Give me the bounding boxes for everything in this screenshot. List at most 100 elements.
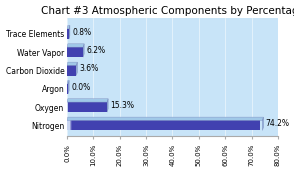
Bar bbox=[67, 65, 69, 76]
Bar bbox=[67, 84, 68, 94]
Bar bbox=[67, 84, 68, 94]
Bar bbox=[67, 47, 76, 57]
Bar bbox=[71, 120, 172, 131]
Bar bbox=[70, 120, 101, 131]
Polygon shape bbox=[83, 44, 84, 57]
Bar bbox=[68, 102, 95, 112]
Bar bbox=[67, 47, 68, 57]
Bar bbox=[67, 29, 68, 39]
Bar bbox=[67, 29, 68, 39]
Bar bbox=[67, 84, 68, 94]
Bar bbox=[67, 65, 71, 76]
Bar bbox=[68, 102, 69, 112]
Bar bbox=[67, 29, 68, 39]
Bar bbox=[68, 102, 87, 112]
Bar bbox=[68, 47, 83, 57]
Bar bbox=[68, 102, 106, 112]
Bar bbox=[67, 65, 74, 76]
Bar bbox=[71, 120, 143, 131]
Bar bbox=[72, 120, 240, 131]
Bar bbox=[72, 120, 233, 131]
Bar bbox=[67, 65, 71, 76]
Bar bbox=[67, 47, 73, 57]
Bar bbox=[67, 84, 68, 94]
Bar bbox=[68, 102, 86, 112]
Bar bbox=[71, 120, 155, 131]
Bar bbox=[71, 120, 167, 131]
Bar bbox=[71, 120, 180, 131]
Bar bbox=[68, 102, 92, 112]
Bar bbox=[67, 29, 68, 39]
Bar bbox=[67, 29, 68, 39]
Bar bbox=[67, 84, 68, 94]
Text: 0.8%: 0.8% bbox=[72, 28, 91, 37]
Bar bbox=[68, 102, 80, 112]
Bar bbox=[67, 29, 68, 39]
Bar bbox=[67, 29, 69, 39]
Polygon shape bbox=[67, 117, 263, 120]
Bar bbox=[71, 120, 148, 131]
Bar bbox=[68, 102, 93, 112]
Bar bbox=[67, 65, 71, 76]
Bar bbox=[67, 65, 74, 76]
Bar bbox=[68, 102, 82, 112]
Bar bbox=[67, 84, 68, 94]
Bar bbox=[67, 84, 68, 94]
Bar bbox=[68, 102, 100, 112]
Bar bbox=[67, 65, 75, 76]
Bar bbox=[67, 84, 68, 94]
Bar bbox=[68, 102, 77, 112]
Bar bbox=[70, 120, 106, 131]
Bar bbox=[67, 29, 68, 39]
Bar bbox=[67, 84, 68, 94]
Bar bbox=[67, 47, 79, 57]
Bar bbox=[67, 65, 71, 76]
Bar bbox=[68, 102, 76, 112]
Bar bbox=[72, 120, 250, 131]
Bar bbox=[71, 120, 221, 131]
Bar bbox=[67, 84, 68, 94]
Bar bbox=[67, 84, 68, 94]
Bar bbox=[67, 29, 69, 39]
Bar bbox=[70, 120, 136, 131]
Bar bbox=[67, 84, 68, 94]
Bar bbox=[67, 65, 73, 76]
Bar bbox=[67, 47, 80, 57]
Bar bbox=[68, 102, 94, 112]
Bar bbox=[67, 29, 69, 39]
Bar bbox=[68, 102, 104, 112]
Polygon shape bbox=[67, 80, 69, 84]
Bar bbox=[68, 102, 72, 112]
Polygon shape bbox=[67, 44, 84, 47]
Bar bbox=[67, 47, 78, 57]
Bar bbox=[67, 65, 76, 76]
Bar bbox=[67, 84, 68, 94]
Bar bbox=[67, 65, 71, 76]
Bar bbox=[67, 29, 69, 39]
Bar bbox=[67, 65, 75, 76]
Bar bbox=[67, 102, 68, 112]
Bar bbox=[67, 47, 81, 57]
Bar bbox=[67, 47, 81, 57]
Bar bbox=[67, 65, 69, 76]
Bar bbox=[67, 47, 74, 57]
Bar bbox=[68, 102, 101, 112]
Bar bbox=[67, 29, 68, 39]
Bar bbox=[68, 102, 91, 112]
Bar bbox=[67, 47, 75, 57]
Bar bbox=[67, 29, 68, 39]
Bar bbox=[71, 120, 162, 131]
Bar bbox=[67, 47, 69, 57]
Bar bbox=[67, 65, 70, 76]
Bar bbox=[67, 29, 68, 39]
Bar bbox=[67, 29, 69, 39]
Bar bbox=[71, 120, 199, 131]
Bar bbox=[68, 102, 88, 112]
Bar bbox=[72, 120, 258, 131]
Bar bbox=[70, 120, 72, 131]
Bar bbox=[67, 29, 68, 39]
Bar bbox=[71, 120, 138, 131]
Bar bbox=[67, 29, 68, 39]
Bar bbox=[67, 65, 73, 76]
Bar bbox=[67, 47, 69, 57]
